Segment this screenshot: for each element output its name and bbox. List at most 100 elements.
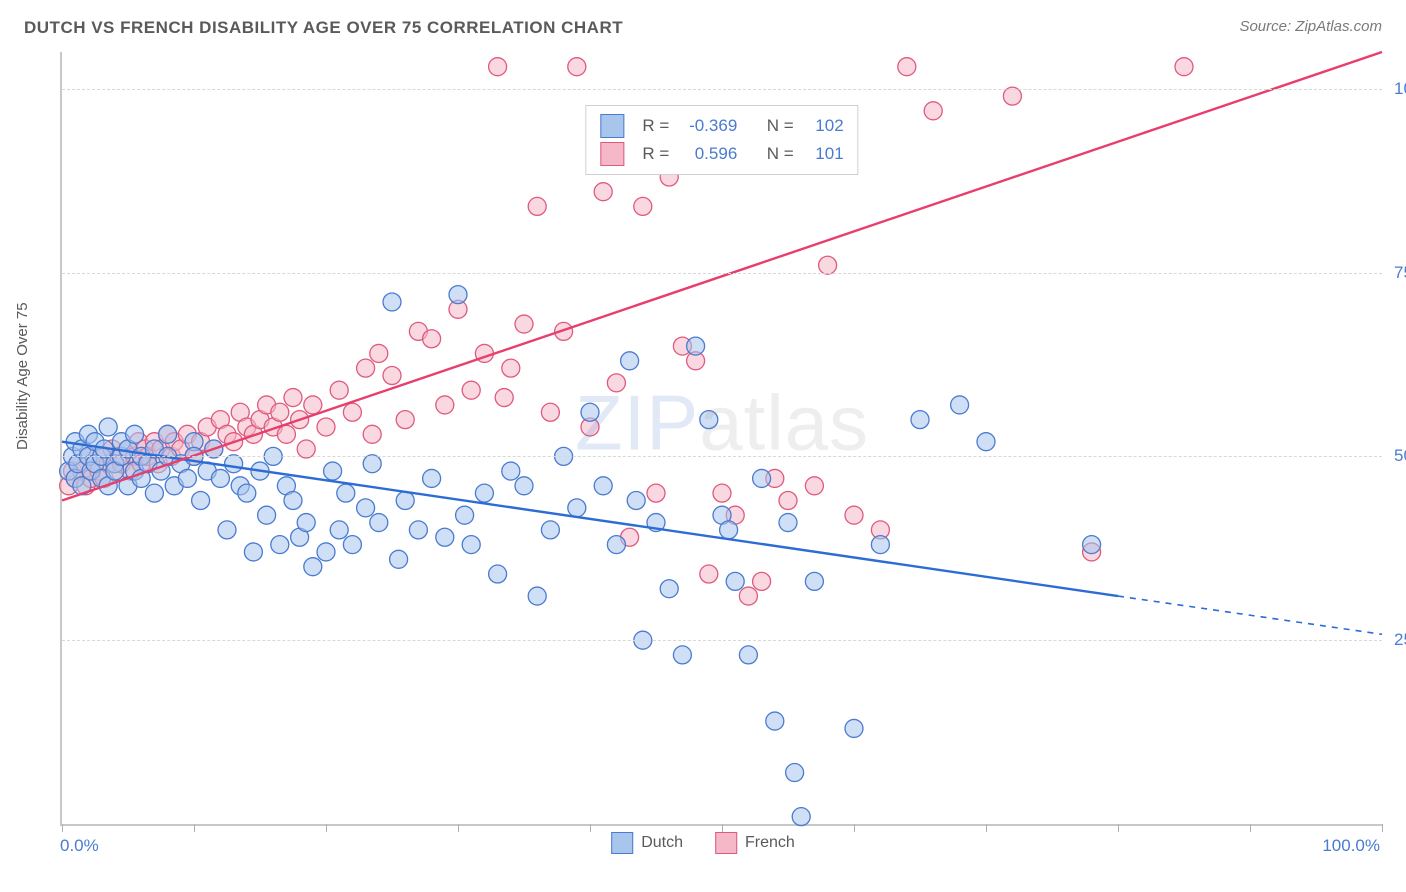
data-point-french [330, 381, 348, 399]
data-point-french [271, 403, 289, 421]
stat-n-value: 102 [804, 112, 844, 140]
data-point-french [515, 315, 533, 333]
x-tick [1118, 824, 1119, 832]
data-point-dutch [449, 286, 467, 304]
stats-row-dutch: R = -0.369 N = 102 [600, 112, 843, 140]
data-point-dutch [383, 293, 401, 311]
x-tick [722, 824, 723, 832]
data-point-french [396, 411, 414, 429]
data-point-french [423, 330, 441, 348]
data-point-dutch [343, 536, 361, 554]
data-point-french [700, 565, 718, 583]
stat-r-label: R = [642, 112, 669, 140]
data-point-dutch [871, 536, 889, 554]
x-tick [986, 824, 987, 832]
data-point-dutch [218, 521, 236, 539]
data-point-dutch [766, 712, 784, 730]
stats-legend: R = -0.369 N = 102R = 0.596 N = 101 [585, 105, 858, 175]
data-point-dutch [951, 396, 969, 414]
data-point-dutch [528, 587, 546, 605]
data-point-dutch [370, 514, 388, 532]
data-point-dutch [284, 491, 302, 509]
data-point-french [357, 359, 375, 377]
data-point-dutch [660, 580, 678, 598]
data-point-french [370, 344, 388, 362]
data-point-french [594, 183, 612, 201]
data-point-dutch [178, 469, 196, 487]
data-point-french [924, 102, 942, 120]
data-point-french [284, 389, 302, 407]
legend-label: Dutch [641, 834, 683, 851]
data-point-dutch [687, 337, 705, 355]
data-point-dutch [462, 536, 480, 554]
stats-row-french: R = 0.596 N = 101 [600, 140, 843, 168]
plot-area: ZIPatlas R = -0.369 N = 102R = 0.596 N =… [60, 52, 1382, 826]
data-point-dutch [594, 477, 612, 495]
x-tick [326, 824, 327, 832]
data-point-french [779, 491, 797, 509]
legend-item-french: French [715, 832, 795, 854]
x-axis-end-label: 100.0% [1322, 836, 1380, 856]
x-tick [458, 824, 459, 832]
data-point-french [753, 572, 771, 590]
stat-n-label: N = [767, 112, 794, 140]
data-point-dutch [607, 536, 625, 554]
data-point-dutch [99, 418, 117, 436]
gridline-h [62, 273, 1382, 274]
data-point-dutch [317, 543, 335, 561]
data-point-dutch [581, 403, 599, 421]
data-point-dutch [357, 499, 375, 517]
data-point-dutch [541, 521, 559, 539]
data-point-french [489, 58, 507, 76]
data-point-french [634, 197, 652, 215]
swatch-icon [611, 832, 633, 854]
data-point-dutch [363, 455, 381, 473]
data-point-dutch [515, 477, 533, 495]
x-tick [590, 824, 591, 832]
swatch-icon [715, 832, 737, 854]
data-point-french [607, 374, 625, 392]
data-point-dutch [211, 469, 229, 487]
chart-title: DUTCH VS FRENCH DISABILITY AGE OVER 75 C… [24, 18, 623, 38]
data-point-dutch [409, 521, 427, 539]
data-point-french [568, 58, 586, 76]
data-point-dutch [390, 550, 408, 568]
gridline-h [62, 89, 1382, 90]
data-point-french [898, 58, 916, 76]
data-point-dutch [192, 491, 210, 509]
x-axis-start-label: 0.0% [60, 836, 99, 856]
data-point-dutch [700, 411, 718, 429]
data-point-french [1003, 87, 1021, 105]
legend-item-dutch: Dutch [611, 832, 683, 854]
data-point-french [739, 587, 757, 605]
data-point-dutch [845, 719, 863, 737]
y-tick-label: 75.0% [1386, 263, 1406, 283]
data-point-dutch [627, 491, 645, 509]
stat-n-label: N = [767, 140, 794, 168]
data-point-dutch [258, 506, 276, 524]
x-tick [62, 824, 63, 832]
data-point-dutch [271, 536, 289, 554]
data-point-dutch [911, 411, 929, 429]
source-attribution: Source: ZipAtlas.com [1239, 18, 1382, 35]
x-tick [1382, 824, 1383, 832]
data-point-dutch [436, 528, 454, 546]
data-point-dutch [324, 462, 342, 480]
stat-n-value: 101 [804, 140, 844, 168]
data-point-dutch [456, 506, 474, 524]
data-point-french [383, 367, 401, 385]
y-tick-label: 25.0% [1386, 630, 1406, 650]
data-point-dutch [244, 543, 262, 561]
data-point-french [647, 484, 665, 502]
y-tick-label: 100.0% [1386, 79, 1406, 99]
data-point-dutch [621, 352, 639, 370]
data-point-dutch [225, 455, 243, 473]
data-point-french [819, 256, 837, 274]
bottom-legend: Dutch French [611, 832, 795, 854]
data-point-dutch [502, 462, 520, 480]
data-point-dutch [145, 484, 163, 502]
data-point-french [528, 197, 546, 215]
data-point-french [845, 506, 863, 524]
data-point-french [436, 396, 454, 414]
stat-r-value: 0.596 [679, 140, 737, 168]
